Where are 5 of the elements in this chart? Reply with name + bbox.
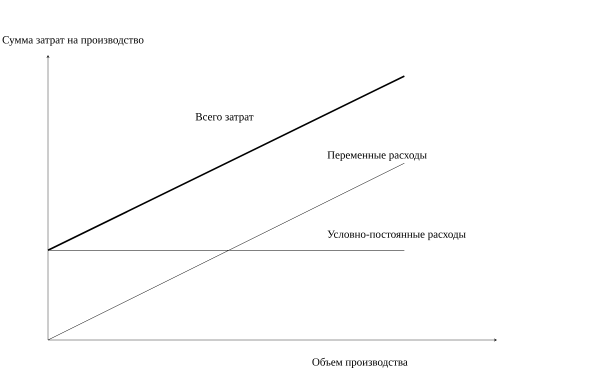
series-label: Переменные расходы — [327, 151, 427, 161]
text: Всего затрат — [196, 113, 254, 123]
series-label: Условно-постоянные расходы — [328, 230, 466, 240]
x-axis-title: Объем производства — [312, 358, 408, 368]
y-axis-title: Сумма затрат на производство — [2, 36, 144, 46]
